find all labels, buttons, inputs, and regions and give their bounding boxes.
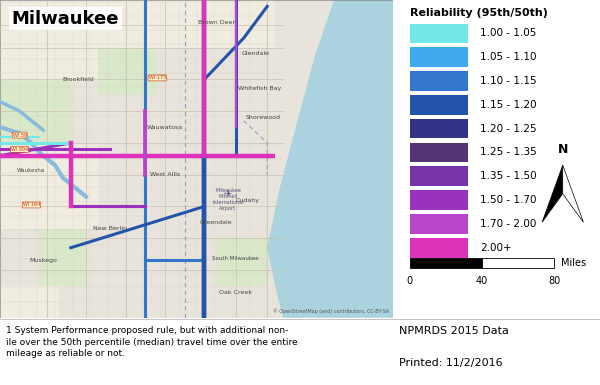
- Text: NPMRDS 2015 Data: NPMRDS 2015 Data: [399, 326, 509, 336]
- Text: Cudahy: Cudahy: [236, 198, 260, 203]
- Text: South Milwaukee: South Milwaukee: [212, 256, 259, 261]
- Text: 1.50 - 1.70: 1.50 - 1.70: [480, 195, 536, 205]
- Text: West Allis: West Allis: [150, 172, 180, 177]
- Text: 1.70 - 2.00: 1.70 - 2.00: [480, 219, 536, 229]
- Text: Shorewood: Shorewood: [246, 115, 281, 120]
- Text: 80: 80: [548, 276, 560, 286]
- Text: 1.10 - 1.15: 1.10 - 1.15: [480, 76, 536, 86]
- Text: 1.15 - 1.20: 1.15 - 1.20: [480, 100, 536, 110]
- Text: 2.00+: 2.00+: [480, 243, 512, 253]
- Text: 0: 0: [406, 276, 413, 286]
- Bar: [410, 238, 467, 258]
- Text: © OpenStreetMap (and) contributors, CC-BY-SA: © OpenStreetMap (and) contributors, CC-B…: [273, 309, 389, 315]
- Text: Printed: 11/2/2016: Printed: 11/2/2016: [399, 358, 503, 368]
- Text: WI 175: WI 175: [149, 75, 166, 80]
- Bar: [410, 47, 467, 67]
- Text: Waukesha: Waukesha: [17, 167, 46, 172]
- Text: N: N: [557, 142, 568, 156]
- Text: 1.25 - 1.35: 1.25 - 1.35: [480, 147, 536, 157]
- Text: Brookfield: Brookfield: [63, 77, 94, 82]
- Text: Reliability (95th/50th): Reliability (95th/50th): [410, 8, 547, 18]
- Text: WI 59: WI 59: [13, 132, 26, 137]
- Text: Muskego: Muskego: [29, 258, 57, 263]
- Bar: [410, 258, 482, 268]
- Bar: [482, 258, 554, 268]
- Text: WI 164: WI 164: [23, 203, 40, 208]
- Text: WI 894: WI 894: [11, 147, 28, 152]
- Bar: [410, 119, 467, 139]
- Text: 1.20 - 1.25: 1.20 - 1.25: [480, 124, 536, 134]
- Polygon shape: [40, 229, 86, 286]
- Text: New Berlin: New Berlin: [93, 226, 127, 231]
- Bar: [410, 166, 467, 186]
- Bar: [410, 190, 467, 210]
- Polygon shape: [563, 165, 583, 223]
- Polygon shape: [267, 0, 393, 318]
- Text: Brown Deer: Brown Deer: [197, 20, 235, 25]
- Text: 40: 40: [476, 276, 488, 286]
- Polygon shape: [216, 238, 267, 286]
- Polygon shape: [0, 286, 59, 318]
- Text: ✈: ✈: [224, 189, 232, 199]
- Text: Oak Creek: Oak Creek: [220, 290, 253, 295]
- Text: Greendale: Greendale: [200, 220, 232, 225]
- Polygon shape: [0, 0, 98, 79]
- Bar: [410, 142, 467, 162]
- Text: Milwaukee: Milwaukee: [12, 10, 119, 28]
- Text: Whitefish Bay: Whitefish Bay: [238, 87, 281, 91]
- Text: Milwaukee
Mitchell
International
Airport: Milwaukee Mitchell International Airport: [212, 188, 244, 211]
- Text: Miles: Miles: [560, 258, 586, 268]
- Polygon shape: [98, 48, 157, 95]
- Text: 1.05 - 1.10: 1.05 - 1.10: [480, 52, 536, 62]
- Text: Wauwatosa: Wauwatosa: [147, 125, 183, 129]
- Bar: [410, 95, 467, 115]
- Text: 1 System Performance proposed rule, but with additional non-
ile over the 50th p: 1 System Performance proposed rule, but …: [6, 326, 298, 358]
- Text: 1.35 - 1.50: 1.35 - 1.50: [480, 171, 536, 181]
- Polygon shape: [0, 79, 71, 143]
- Bar: [410, 23, 467, 43]
- Polygon shape: [98, 0, 197, 48]
- Text: Glendale: Glendale: [241, 52, 269, 57]
- Bar: [410, 71, 467, 91]
- Polygon shape: [197, 0, 275, 48]
- Polygon shape: [0, 143, 98, 229]
- Polygon shape: [542, 165, 563, 223]
- Bar: [410, 214, 467, 234]
- Text: 1.00 - 1.05: 1.00 - 1.05: [480, 28, 536, 38]
